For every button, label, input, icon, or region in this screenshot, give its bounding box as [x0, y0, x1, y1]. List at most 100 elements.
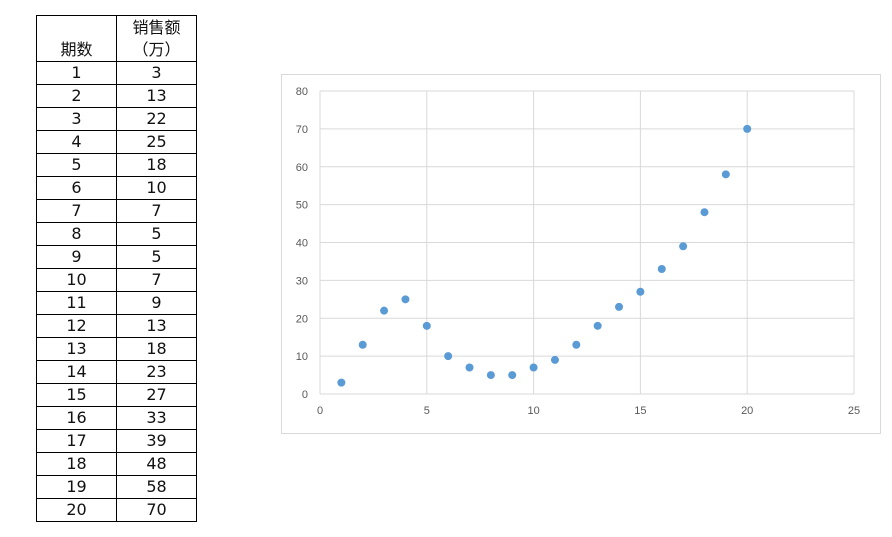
period-cell: 19 [36, 475, 117, 499]
sales-cell: 58 [116, 475, 197, 499]
sales-cell: 23 [116, 360, 197, 384]
data-point [615, 302, 624, 311]
period-cell: 5 [36, 153, 117, 177]
data-point [636, 287, 645, 296]
table-row: 19 58 [36, 475, 197, 499]
period-cell: 8 [36, 222, 117, 246]
sales-cell: 48 [116, 452, 197, 476]
table-row: 18 48 [36, 452, 197, 476]
x-tick-label: 20 [741, 405, 753, 417]
sales-cell: 39 [116, 429, 197, 453]
period-cell: 14 [36, 360, 117, 384]
sales-cell: 5 [116, 245, 197, 269]
header-period: 期数 [36, 15, 117, 62]
period-cell: 6 [36, 176, 117, 200]
table-row: 5 18 [36, 153, 197, 177]
x-tick-label: 5 [424, 405, 430, 417]
sales-cell: 9 [116, 291, 197, 315]
data-point [380, 306, 389, 315]
period-cell: 13 [36, 337, 117, 361]
period-cell: 20 [36, 498, 117, 522]
table-row: 15 27 [36, 383, 197, 407]
data-point [529, 363, 538, 372]
table-row: 10 7 [36, 268, 197, 292]
table-row: 6 10 [36, 176, 197, 200]
table-row: 4 25 [36, 130, 197, 154]
sales-cell: 7 [116, 199, 197, 223]
header-sales-label: 销售额 [132, 18, 181, 37]
header-sales: 销售额 （万） [116, 15, 197, 62]
data-point [550, 355, 559, 364]
data-point [401, 295, 410, 304]
table-row: 20 70 [36, 498, 197, 522]
x-tick-label: 10 [527, 405, 539, 417]
table-row: 16 33 [36, 406, 197, 430]
period-cell: 1 [36, 61, 117, 85]
data-point [422, 321, 431, 330]
period-cell: 3 [36, 107, 117, 131]
sales-cell: 33 [116, 406, 197, 430]
sales-table: 期数 销售额 （万） 1 3 2 13 3 22 4 25 5 18 6 10 7 7 8 5 9 5 10 7 11 9 1… [36, 15, 197, 522]
period-cell: 12 [36, 314, 117, 338]
y-tick-label: 30 [296, 275, 308, 287]
table-row: 17 39 [36, 429, 197, 453]
scatter-chart: 0 5 10 15 20 25 0 10 20 30 40 50 60 70 80 [281, 74, 881, 434]
data-point [572, 340, 581, 349]
sales-cell: 27 [116, 383, 197, 407]
table-row: 13 18 [36, 337, 197, 361]
data-point [337, 378, 346, 387]
data-point [486, 371, 495, 380]
sales-cell: 3 [116, 61, 197, 85]
y-tick-label: 50 [296, 200, 308, 212]
y-tick-label: 80 [296, 86, 308, 98]
period-cell: 16 [36, 406, 117, 430]
y-tick-label: 0 [302, 389, 308, 401]
data-point [358, 340, 367, 349]
table-row: 2 13 [36, 84, 197, 108]
sales-cell: 18 [116, 337, 197, 361]
data-point [657, 265, 666, 274]
data-point [465, 363, 474, 372]
data-point [700, 208, 709, 217]
data-point [679, 242, 688, 251]
header-period-label: 期数 [60, 40, 93, 59]
y-tick-label: 70 [296, 124, 308, 136]
period-cell: 2 [36, 84, 117, 108]
table-header-row: 期数 销售额 （万） [36, 15, 197, 62]
x-tick-label: 25 [848, 405, 860, 417]
sales-cell: 10 [116, 176, 197, 200]
data-point [743, 124, 752, 133]
sales-cell: 5 [116, 222, 197, 246]
table-row: 14 23 [36, 360, 197, 384]
period-cell: 11 [36, 291, 117, 315]
sales-cell: 70 [116, 498, 197, 522]
period-cell: 4 [36, 130, 117, 154]
data-point [593, 321, 602, 330]
table-row: 3 22 [36, 107, 197, 131]
x-tick-label: 0 [317, 405, 323, 417]
header-sales-unit: （万） [132, 40, 181, 59]
table-row: 12 13 [36, 314, 197, 338]
x-tick-label: 15 [634, 405, 646, 417]
data-point [721, 170, 730, 179]
table-row: 11 9 [36, 291, 197, 315]
data-point [508, 371, 517, 380]
period-cell: 9 [36, 245, 117, 269]
period-cell: 18 [36, 452, 117, 476]
sales-cell: 7 [116, 268, 197, 292]
sales-cell: 22 [116, 107, 197, 131]
sales-cell: 25 [116, 130, 197, 154]
period-cell: 15 [36, 383, 117, 407]
chart-border [281, 74, 881, 434]
y-tick-label: 40 [296, 238, 308, 250]
y-tick-label: 20 [296, 313, 308, 325]
period-cell: 17 [36, 429, 117, 453]
period-cell: 10 [36, 268, 117, 292]
sales-cell: 18 [116, 153, 197, 177]
y-tick-label: 60 [296, 162, 308, 174]
sales-cell: 13 [116, 84, 197, 108]
y-tick-label: 10 [296, 351, 308, 363]
